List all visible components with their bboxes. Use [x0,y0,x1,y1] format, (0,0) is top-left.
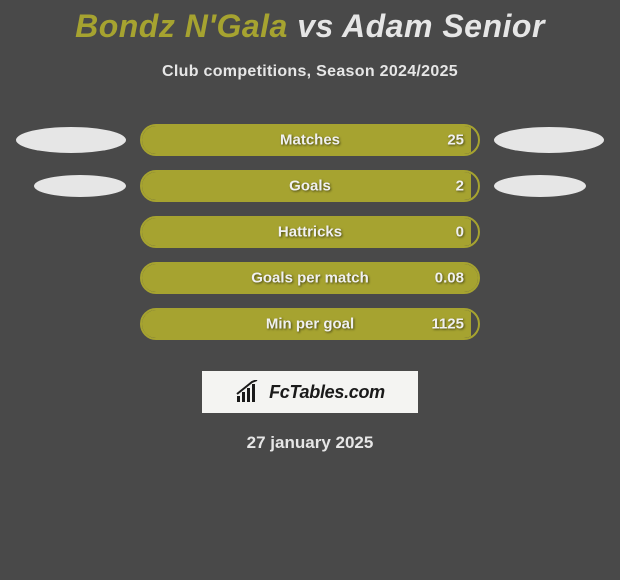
right-stat-ellipse [494,127,604,153]
stat-row: Hattricks 0 [0,209,620,255]
stat-label: Min per goal [266,316,354,333]
stat-label: Hattricks [278,224,342,241]
logo-text: FcTables.com [269,382,385,403]
vs-label: vs [297,8,334,44]
player1-name: Bondz N'Gala [75,8,288,44]
stat-row: Goals 2 [0,163,620,209]
stat-bar: Goals per match 0.08 [140,262,480,294]
stat-row: Goals per match 0.08 [0,255,620,301]
stat-bar: Matches 25 [140,124,480,156]
stat-label: Goals per match [251,270,369,287]
stat-bar: Goals 2 [140,170,480,202]
left-stat-ellipse [34,175,126,197]
stat-value: 0.08 [435,270,464,287]
right-stat-ellipse [494,175,586,197]
stat-rows: Matches 25 Goals 2 Hattricks 0 Goals per… [0,117,620,347]
stat-value: 1125 [431,316,464,333]
stat-row: Matches 25 [0,117,620,163]
stat-bar: Hattricks 0 [140,216,480,248]
player2-name: Adam Senior [342,8,545,44]
comparison-title: Bondz N'Gala vs Adam Senior [0,0,620,45]
stat-value: 2 [456,178,464,195]
stat-value: 0 [456,224,464,241]
stat-label: Goals [289,178,331,195]
stat-value: 25 [447,132,464,149]
left-stat-ellipse [16,127,126,153]
stat-label: Matches [280,132,340,149]
stat-bar: Min per goal 1125 [140,308,480,340]
logo-box: FcTables.com [202,371,418,413]
snapshot-date: 27 january 2025 [0,433,620,453]
fctables-logo-icon [235,380,263,404]
subtitle: Club competitions, Season 2024/2025 [0,63,620,81]
stat-row: Min per goal 1125 [0,301,620,347]
